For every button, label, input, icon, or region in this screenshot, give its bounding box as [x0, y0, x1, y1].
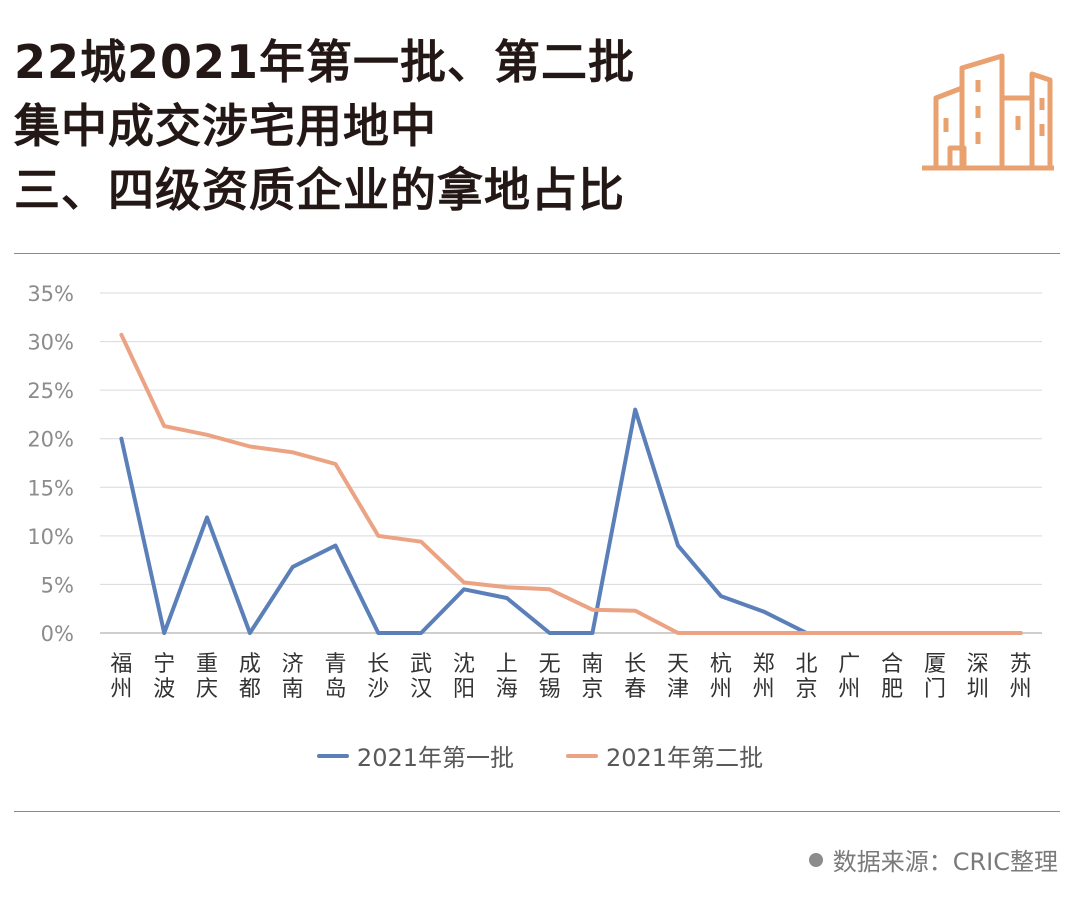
x-tick-label: 肥 — [881, 677, 903, 702]
y-tick-label: 30% — [27, 331, 74, 355]
x-tick-label: 上 — [496, 652, 518, 677]
x-tick-label: 波 — [153, 677, 175, 702]
x-tick-label: 无 — [539, 652, 561, 677]
x-tick-label: 重 — [196, 652, 218, 677]
legend-item-batch2: 2021年第二批 — [566, 738, 763, 773]
x-tick-label: 京 — [795, 677, 817, 702]
title-line-2: 集中成交涉宅用地中 — [14, 99, 437, 153]
y-tick-label: 35% — [27, 282, 74, 306]
y-tick-label: 15% — [27, 476, 74, 500]
x-tick-label: 北 — [795, 652, 817, 677]
x-tick-label: 京 — [581, 677, 603, 702]
series-line-2 — [119, 332, 1023, 635]
y-tick-label: 20% — [27, 428, 74, 452]
x-tick-label: 汉 — [410, 677, 432, 702]
x-tick-label: 青 — [324, 652, 346, 677]
x-tick-label: 济 — [282, 652, 304, 677]
bullet-icon — [808, 852, 823, 867]
top-divider — [14, 253, 1060, 254]
legend-item-batch1: 2021年第一批 — [316, 738, 514, 773]
x-tick-label: 成 — [239, 652, 261, 677]
x-tick-label: 岛 — [324, 677, 346, 702]
buildings-icon — [922, 53, 1054, 171]
legend-swatch-batch2 — [566, 753, 598, 758]
title-line-3: 三、四级资质企业的拿地占比 — [14, 163, 625, 217]
y-tick-label: 5% — [41, 573, 74, 597]
legend-label-batch2: 2021年第二批 — [606, 744, 764, 772]
x-tick-label: 州 — [838, 677, 860, 702]
x-tick-label: 庆 — [196, 677, 218, 702]
x-tick-label: 杭 — [710, 652, 732, 677]
y-tick-label: 0% — [41, 622, 74, 646]
x-tick-label: 门 — [924, 677, 946, 702]
x-tick-label: 长 — [367, 652, 389, 677]
chart-legend: 2021年第一批 2021年第二批 — [0, 738, 1080, 773]
x-tick-label: 宁 — [153, 652, 175, 677]
x-tick-label: 郑 — [753, 652, 775, 677]
y-tick-label: 10% — [27, 525, 74, 549]
bottom-divider — [14, 811, 1060, 812]
x-tick-label: 都 — [239, 677, 261, 702]
x-tick-label: 天 — [667, 652, 689, 677]
x-tick-label: 沙 — [367, 677, 389, 702]
x-tick-label: 州 — [710, 677, 732, 702]
x-tick-label: 合 — [881, 652, 903, 677]
source-note: 数据来源：CRIC整理 — [808, 842, 1058, 877]
x-tick-label: 圳 — [967, 677, 989, 702]
x-tick-label: 长 — [624, 652, 646, 677]
x-tick-label: 津 — [667, 677, 689, 702]
title-line-1: 22城2021年第一批、第二批 — [14, 35, 636, 89]
x-tick-label: 州 — [110, 677, 132, 702]
x-tick-label: 海 — [496, 677, 518, 702]
x-tick-label: 深 — [967, 652, 989, 677]
x-tick-label: 春 — [624, 677, 646, 702]
x-tick-label: 沈 — [453, 652, 475, 677]
x-tick-label: 阳 — [453, 677, 475, 702]
y-tick-label: 25% — [27, 379, 74, 403]
x-tick-label: 福 — [110, 652, 132, 677]
line-chart: 0%5%10%15%20%25%30%35%福州宁波重庆成都济南青岛长沙武汉沈阳… — [27, 282, 1042, 702]
x-tick-label: 州 — [753, 677, 775, 702]
x-tick-label: 南 — [282, 677, 304, 702]
x-tick-label: 广 — [838, 652, 860, 677]
chart-title: 22城2021年第一批、第二批 集中成交涉宅用地中 三、四级资质企业的拿地占比 — [14, 30, 635, 222]
x-tick-label: 武 — [410, 652, 432, 677]
legend-label-batch1: 2021年第一批 — [356, 744, 514, 772]
x-tick-label: 锡 — [539, 677, 561, 702]
x-tick-label: 南 — [581, 652, 603, 677]
source-text: 数据来源：CRIC整理 — [832, 848, 1058, 876]
x-tick-label: 厦 — [924, 652, 946, 677]
legend-swatch-batch1 — [316, 753, 349, 758]
x-tick-label: 苏 — [1010, 652, 1032, 677]
x-tick-label: 州 — [1010, 677, 1032, 702]
